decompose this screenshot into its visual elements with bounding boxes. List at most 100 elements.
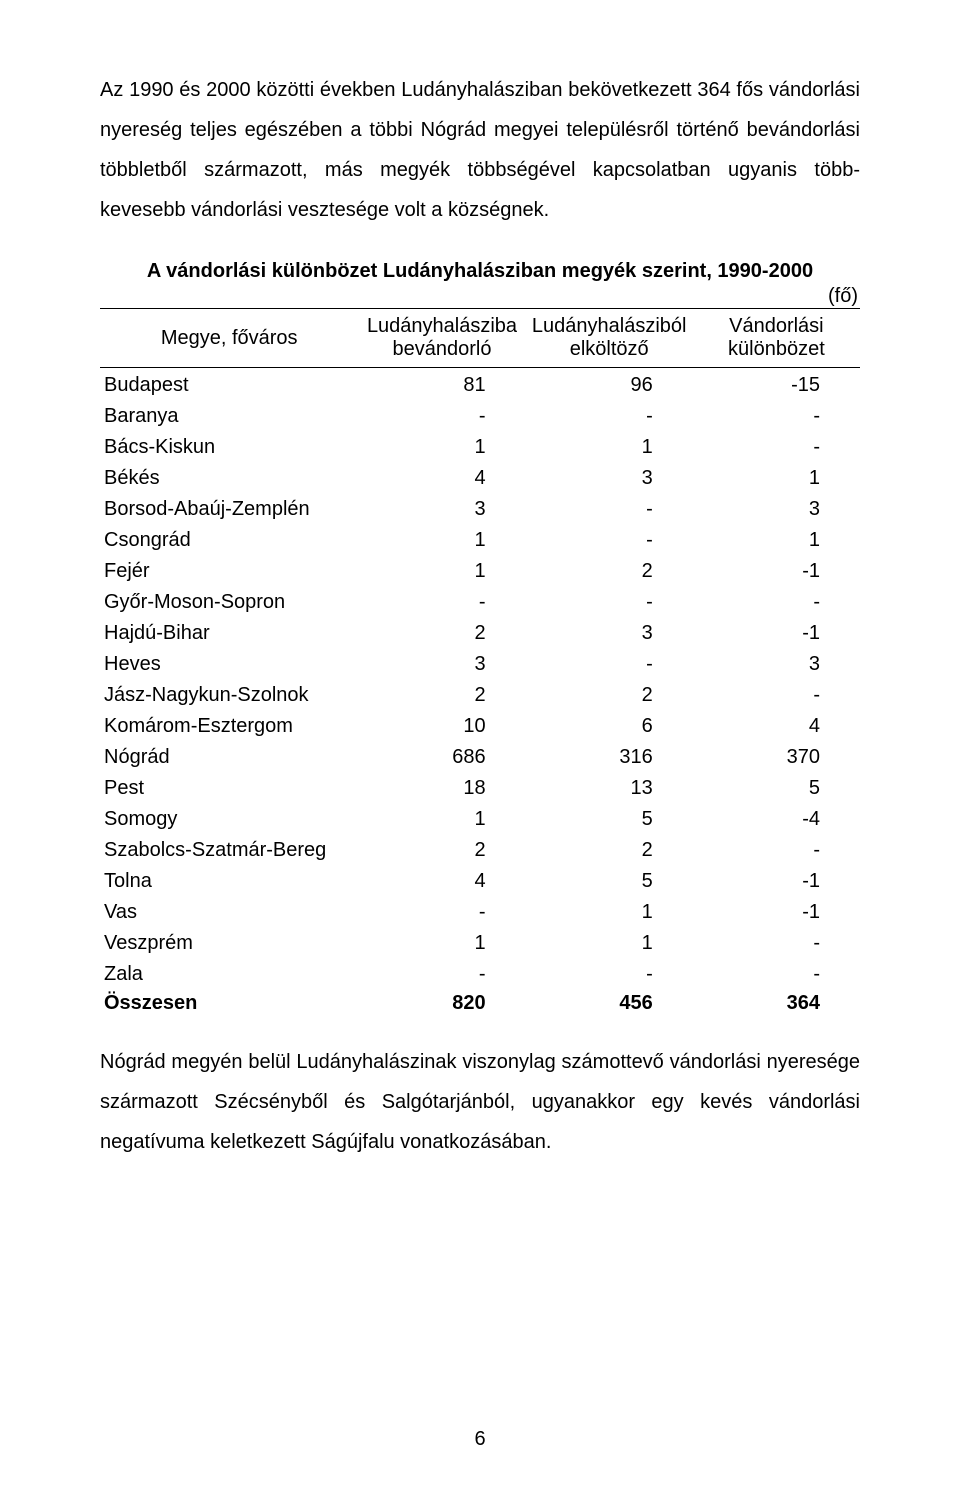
table-row: Szabolcs-Szatmár-Bereg22- xyxy=(100,833,860,864)
cell-in: 10 xyxy=(358,709,525,740)
table-row-total: Összesen820456364 xyxy=(100,988,860,1017)
cell-in: 4 xyxy=(358,461,525,492)
cell-total-diff: 364 xyxy=(693,988,860,1017)
table-row: Jász-Nagykun-Szolnok22- xyxy=(100,678,860,709)
cell-out: 3 xyxy=(526,461,693,492)
migration-table: Megye, főváros Ludányhalásziba bevándorl… xyxy=(100,308,860,1017)
cell-region: Győr-Moson-Sopron xyxy=(100,585,358,616)
table-row: Hajdú-Bihar23-1 xyxy=(100,616,860,647)
table-row: Budapest8196-15 xyxy=(100,368,860,400)
cell-diff: - xyxy=(693,678,860,709)
cell-diff: -4 xyxy=(693,802,860,833)
cell-region: Zala xyxy=(100,957,358,988)
cell-in: 1 xyxy=(358,926,525,957)
col-header-diff: Vándorlási különbözet xyxy=(693,309,860,368)
cell-in: - xyxy=(358,895,525,926)
cell-diff: -1 xyxy=(693,895,860,926)
cell-diff: 370 xyxy=(693,740,860,771)
cell-in: 1 xyxy=(358,430,525,461)
table-row: Zala--- xyxy=(100,957,860,988)
cell-region: Csongrád xyxy=(100,523,358,554)
intro-paragraph: Az 1990 és 2000 közötti években Ludányha… xyxy=(100,70,860,230)
cell-diff: 1 xyxy=(693,461,860,492)
cell-in: 4 xyxy=(358,864,525,895)
table-row: Csongrád1-1 xyxy=(100,523,860,554)
cell-diff: 3 xyxy=(693,492,860,523)
table-row: Komárom-Esztergom1064 xyxy=(100,709,860,740)
cell-region: Pest xyxy=(100,771,358,802)
table-row: Tolna45-1 xyxy=(100,864,860,895)
cell-out: - xyxy=(526,957,693,988)
cell-region: Veszprém xyxy=(100,926,358,957)
cell-region: Jász-Nagykun-Szolnok xyxy=(100,678,358,709)
table-header: Megye, főváros Ludányhalásziba bevándorl… xyxy=(100,309,860,368)
cell-out: 3 xyxy=(526,616,693,647)
table-row: Borsod-Abaúj-Zemplén3-3 xyxy=(100,492,860,523)
cell-out: 1 xyxy=(526,430,693,461)
cell-diff: - xyxy=(693,585,860,616)
cell-region: Komárom-Esztergom xyxy=(100,709,358,740)
cell-out: 5 xyxy=(526,802,693,833)
cell-out: 6 xyxy=(526,709,693,740)
table-row: Vas-1-1 xyxy=(100,895,860,926)
cell-region: Heves xyxy=(100,647,358,678)
col-header-out: Ludányhalásziból elköltöző xyxy=(526,309,693,368)
cell-in: 3 xyxy=(358,647,525,678)
cell-out: 2 xyxy=(526,554,693,585)
cell-diff: -1 xyxy=(693,864,860,895)
table-row: Fejér12-1 xyxy=(100,554,860,585)
cell-in: 2 xyxy=(358,616,525,647)
cell-diff: - xyxy=(693,430,860,461)
cell-out: 2 xyxy=(526,833,693,864)
cell-region: Baranya xyxy=(100,399,358,430)
cell-region: Fejér xyxy=(100,554,358,585)
table-row: Bács-Kiskun11- xyxy=(100,430,860,461)
cell-out: 5 xyxy=(526,864,693,895)
cell-total-label: Összesen xyxy=(100,988,358,1017)
col-header-region: Megye, főváros xyxy=(100,309,358,368)
cell-in: 81 xyxy=(358,368,525,400)
col-header-in: Ludányhalásziba bevándorló xyxy=(358,309,525,368)
cell-out: 1 xyxy=(526,895,693,926)
table-row: Baranya--- xyxy=(100,399,860,430)
document-page: Az 1990 és 2000 közötti években Ludányha… xyxy=(0,0,960,1491)
table-row: Győr-Moson-Sopron--- xyxy=(100,585,860,616)
cell-out: 13 xyxy=(526,771,693,802)
cell-region: Tolna xyxy=(100,864,358,895)
cell-region: Nógrád xyxy=(100,740,358,771)
cell-out: 2 xyxy=(526,678,693,709)
cell-region: Borsod-Abaúj-Zemplén xyxy=(100,492,358,523)
cell-out: - xyxy=(526,647,693,678)
table-row: Somogy15-4 xyxy=(100,802,860,833)
cell-region: Békés xyxy=(100,461,358,492)
cell-diff: -1 xyxy=(693,554,860,585)
cell-region: Vas xyxy=(100,895,358,926)
cell-region: Budapest xyxy=(100,368,358,400)
table-row: Heves3-3 xyxy=(100,647,860,678)
cell-region: Hajdú-Bihar xyxy=(100,616,358,647)
cell-in: 2 xyxy=(358,833,525,864)
cell-in: - xyxy=(358,957,525,988)
cell-out: 316 xyxy=(526,740,693,771)
table-unit: (fő) xyxy=(100,285,860,308)
cell-in: 686 xyxy=(358,740,525,771)
cell-out: 1 xyxy=(526,926,693,957)
cell-out: - xyxy=(526,492,693,523)
cell-region: Bács-Kiskun xyxy=(100,430,358,461)
cell-diff: 1 xyxy=(693,523,860,554)
cell-in: 1 xyxy=(358,554,525,585)
cell-diff: - xyxy=(693,957,860,988)
cell-diff: 3 xyxy=(693,647,860,678)
table-title: A vándorlási különbözet Ludányhalásziban… xyxy=(100,260,860,283)
closing-paragraph: Nógrád megyén belül Ludányhalászinak vis… xyxy=(100,1042,860,1162)
table-row: Veszprém11- xyxy=(100,926,860,957)
cell-region: Somogy xyxy=(100,802,358,833)
cell-in: - xyxy=(358,399,525,430)
table-row: Békés431 xyxy=(100,461,860,492)
cell-diff: - xyxy=(693,926,860,957)
cell-diff: -1 xyxy=(693,616,860,647)
cell-diff: - xyxy=(693,833,860,864)
cell-diff: -15 xyxy=(693,368,860,400)
cell-region: Szabolcs-Szatmár-Bereg xyxy=(100,833,358,864)
cell-in: 3 xyxy=(358,492,525,523)
